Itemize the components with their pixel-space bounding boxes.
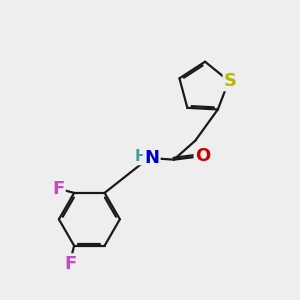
Text: F: F [64,255,77,273]
Text: O: O [195,147,210,165]
Text: S: S [224,72,237,90]
Text: H: H [135,149,148,164]
Text: F: F [52,180,64,198]
Text: N: N [144,149,159,167]
